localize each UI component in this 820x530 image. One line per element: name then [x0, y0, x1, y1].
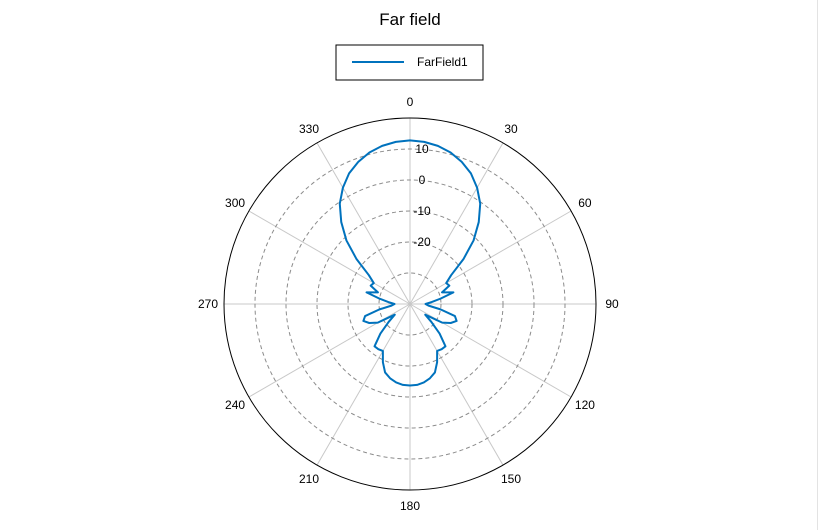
- angle-tick-labels: 0 30 60 90 120 150 180 210 240 270 300 330: [198, 95, 619, 513]
- angle-tick-label: 300: [225, 196, 245, 210]
- polar-outer-boundary: [223, 117, 597, 491]
- polar-grid: [224, 118, 596, 490]
- grid-spoke-300: [248, 210, 411, 305]
- grid-ring: [285, 179, 535, 429]
- radial-tick-label: -20: [413, 235, 431, 249]
- grid-spoke-210: [316, 303, 411, 466]
- angle-tick-label: 240: [225, 398, 245, 412]
- radial-tick-label: 0: [419, 173, 426, 187]
- angle-tick-label: 30: [504, 122, 518, 136]
- legend-label-farfield1: FarField1: [417, 55, 468, 69]
- angle-tick-label: 150: [501, 472, 521, 486]
- series-line-farfield1: [338, 139, 482, 387]
- angle-tick-label: 180: [400, 499, 420, 513]
- grid-spoke-150: [409, 303, 504, 466]
- angle-tick-label: 60: [578, 196, 592, 210]
- angle-tick-label: 330: [299, 122, 319, 136]
- angle-tick-label: 0: [407, 95, 414, 109]
- radial-tick-label: 10: [415, 142, 429, 156]
- window-edge-divider: [817, 0, 818, 530]
- legend: FarField1: [335, 44, 484, 81]
- grid-ring: [316, 210, 504, 398]
- angle-tick-label: 210: [299, 472, 319, 486]
- angle-tick-label: 120: [575, 398, 595, 412]
- chart-title: Far field: [379, 10, 440, 29]
- angle-tick-label: 270: [198, 297, 218, 311]
- angle-tick-label: 90: [605, 297, 619, 311]
- radial-tick-label: -10: [413, 204, 431, 218]
- grid-ring: [347, 241, 473, 367]
- series-layer: [338, 139, 482, 387]
- grid-ring: [254, 148, 566, 460]
- radial-tick-labels: -20 -10 0 10: [413, 142, 431, 249]
- grid-ring: [378, 272, 442, 336]
